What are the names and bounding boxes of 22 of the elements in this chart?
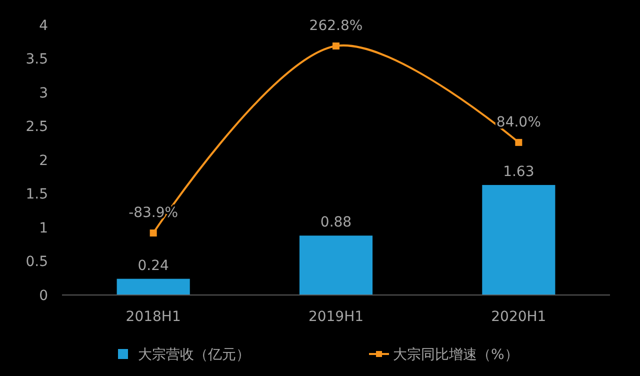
bar bbox=[299, 236, 373, 295]
legend-label: 大宗同比增速（%） bbox=[393, 346, 518, 363]
data-label: 0.88 bbox=[320, 214, 352, 231]
data-label: 84.0% bbox=[496, 114, 541, 130]
y-tick-label: 2.5 bbox=[26, 119, 48, 136]
bar bbox=[116, 278, 190, 295]
y-tick-label: 3.5 bbox=[26, 52, 48, 68]
bar bbox=[482, 184, 556, 295]
data-label: 0.24 bbox=[138, 258, 170, 274]
x-tick-label: 2019H1 bbox=[308, 309, 364, 325]
x-tick-label: 2020H1 bbox=[491, 309, 546, 325]
y-tick-label: 3 bbox=[39, 85, 48, 102]
y-tick-label: 0 bbox=[39, 288, 48, 304]
y-tick-label: 1.5 bbox=[26, 186, 48, 203]
legend-label: 大宗营收（亿元） bbox=[138, 346, 250, 363]
y-tick-label: 2 bbox=[39, 152, 48, 169]
data-label: 262.8% bbox=[309, 18, 363, 34]
y-tick-label: 0.5 bbox=[26, 254, 48, 270]
y-tick-label: 4 bbox=[39, 18, 48, 34]
data-label: 1.63 bbox=[503, 164, 534, 180]
x-tick-label: 2018H1 bbox=[126, 309, 181, 325]
y-tick-label: 1 bbox=[39, 220, 48, 236]
